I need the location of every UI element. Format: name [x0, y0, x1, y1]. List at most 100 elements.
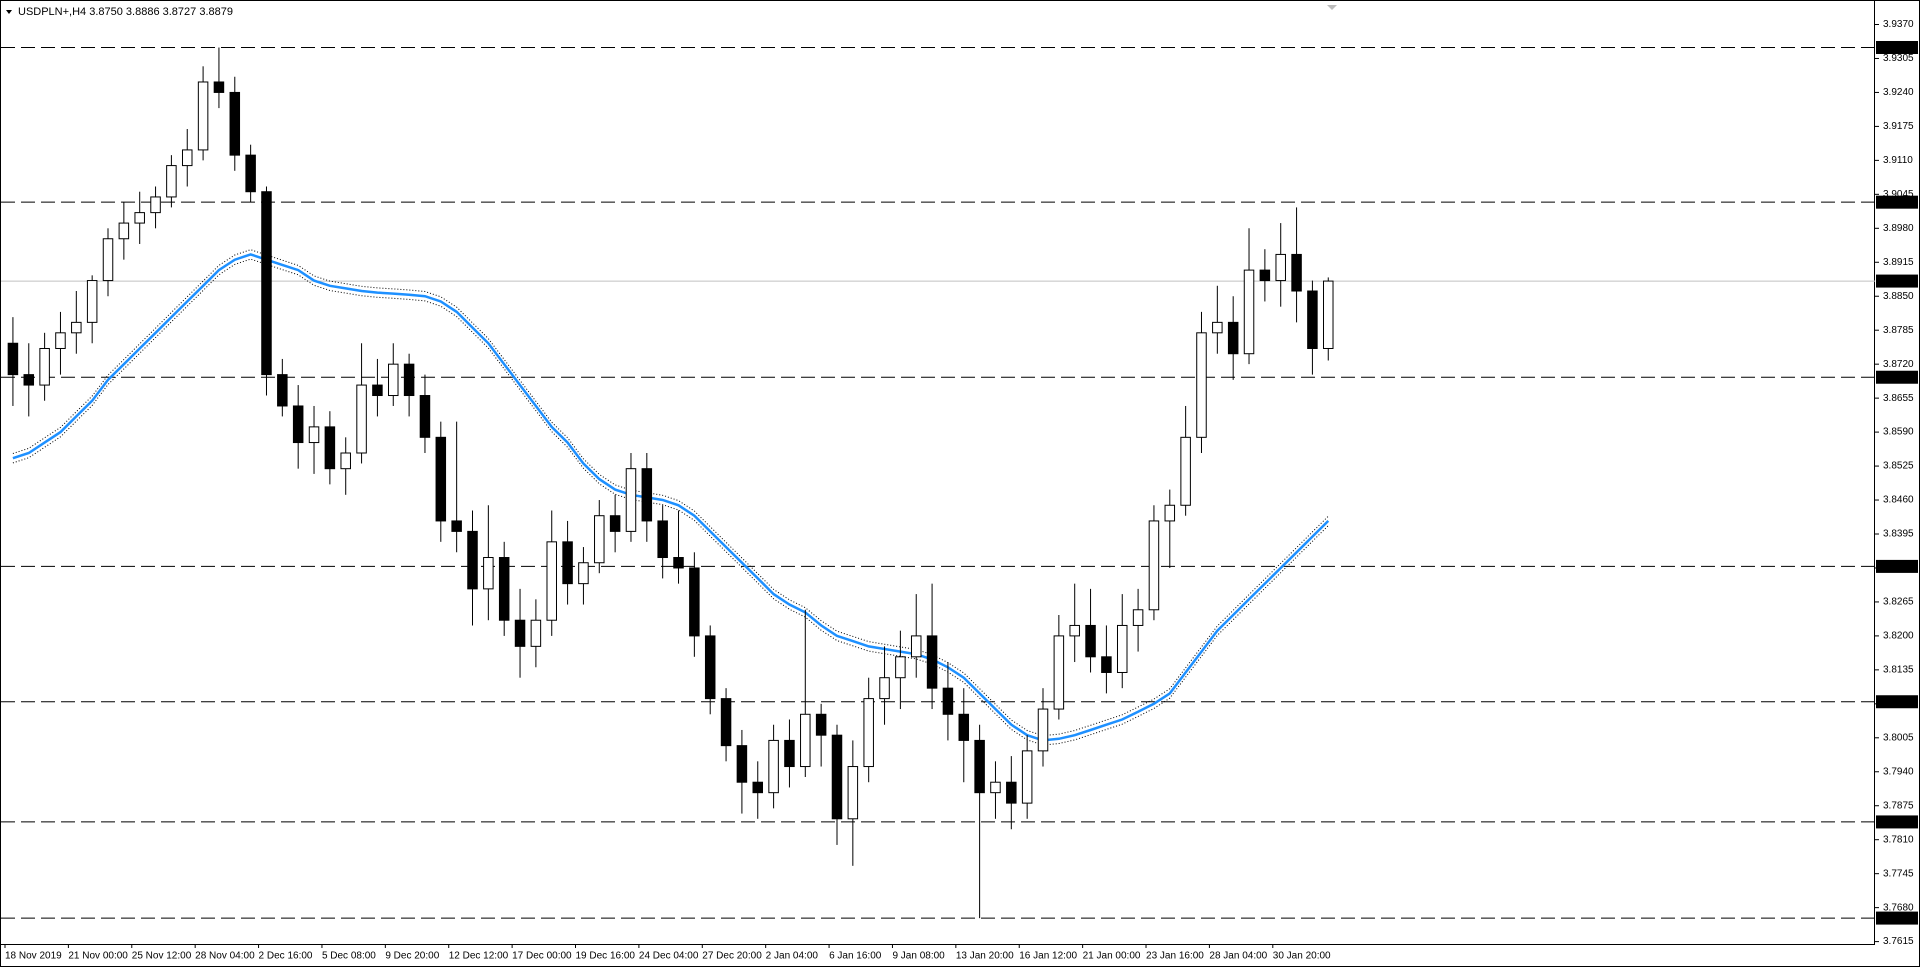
candle-body	[324, 426, 336, 470]
candle-body	[847, 766, 859, 820]
level-box	[1876, 559, 1918, 573]
candle-body	[1132, 609, 1144, 626]
x-tick-label: 28 Jan 04:00	[1209, 951, 1267, 962]
candle-body	[451, 520, 462, 532]
y-tick-label: 3.8655	[1883, 393, 1914, 404]
candle-body	[1164, 504, 1176, 522]
candle-body	[895, 656, 906, 679]
x-tick-label: 5 Dec 08:00	[322, 951, 376, 962]
level-box	[1876, 40, 1918, 54]
plot-border	[0, 0, 1875, 945]
candle-body	[55, 332, 66, 349]
y-tick-label: 3.8395	[1883, 529, 1914, 540]
candle-body	[926, 635, 938, 689]
level-label: 3.8333	[1883, 561, 1914, 572]
candle-body	[863, 698, 874, 768]
candle-body	[483, 557, 494, 590]
x-tick-label: 18 Nov 2019	[5, 951, 62, 962]
level-label: 3.9030	[1883, 197, 1914, 208]
x-tick-label: 25 Nov 12:00	[132, 951, 192, 962]
x-tick-label: 19 Dec 16:00	[576, 951, 636, 962]
level-label: 3.8695	[1883, 372, 1914, 383]
candle-body	[197, 81, 209, 151]
candle-body	[23, 374, 35, 386]
candle-body	[419, 395, 431, 438]
x-tick-label: 6 Jan 16:00	[829, 951, 882, 962]
candle-body	[308, 426, 320, 444]
candle-body	[958, 713, 970, 741]
x-tick-label: 9 Jan 08:00	[892, 951, 945, 962]
candle-body	[372, 384, 383, 397]
candle-body	[514, 619, 526, 647]
candle-body	[530, 619, 542, 647]
y-tick-label: 3.8005	[1883, 732, 1914, 743]
candle-body	[815, 713, 827, 736]
menu-arrow[interactable]	[6, 10, 12, 14]
ma-band	[12, 249, 1329, 737]
level-box	[1876, 370, 1918, 384]
x-tick-label: 13 Jan 20:00	[956, 951, 1014, 962]
y-tick-label: 3.9110	[1883, 155, 1913, 166]
candle-body	[1021, 750, 1033, 804]
candle-body	[39, 347, 50, 386]
candle-body	[1243, 269, 1255, 355]
candle-body	[879, 677, 890, 700]
candle-body	[942, 687, 954, 715]
y-tick-label: 3.8850	[1883, 291, 1914, 302]
candle-body	[657, 520, 668, 559]
y-tick-label: 3.8265	[1883, 597, 1914, 608]
level-box	[1876, 911, 1918, 925]
candle-body	[752, 781, 764, 794]
x-tick-label: 21 Nov 00:00	[68, 951, 128, 962]
candle-body	[974, 739, 985, 794]
level-label: 3.8074	[1883, 696, 1914, 707]
candle-body	[292, 405, 304, 444]
y-tick-label: 3.9305	[1883, 53, 1914, 64]
chart-header: USDPLN+,H4 3.8750 3.8886 3.8727 3.8879	[18, 6, 233, 18]
candle-body	[578, 562, 589, 585]
shift-marker	[1327, 5, 1337, 10]
x-tick-label: 23 Jan 16:00	[1146, 951, 1204, 962]
candle-body	[435, 436, 447, 522]
y-tick-label: 3.8590	[1883, 427, 1914, 438]
x-tick-label: 30 Jan 20:00	[1273, 951, 1331, 962]
candle-body	[356, 384, 367, 454]
candle-body	[245, 154, 256, 193]
x-tick-label: 2 Dec 16:00	[259, 951, 313, 962]
candle-body	[1069, 624, 1080, 637]
ma-band	[12, 258, 1329, 746]
x-tick-label: 21 Jan 00:00	[1083, 951, 1141, 962]
candle-body	[562, 541, 573, 585]
candle-body	[340, 452, 351, 470]
y-tick-label: 3.8915	[1883, 257, 1914, 268]
candle-body	[546, 541, 557, 621]
candle-body	[1196, 332, 1207, 438]
y-tick-label: 3.8785	[1883, 325, 1914, 336]
x-tick-label: 24 Dec 04:00	[639, 951, 699, 962]
level-label: 3.7660	[1883, 913, 1914, 924]
y-tick-label: 3.8980	[1883, 223, 1914, 234]
y-tick-label: 3.7875	[1883, 800, 1914, 811]
candle-body	[498, 557, 510, 621]
candle-body	[213, 81, 225, 93]
level-box	[1876, 695, 1918, 709]
candle-body	[831, 734, 843, 820]
y-tick-label: 3.9240	[1883, 87, 1914, 98]
candle-body	[1116, 624, 1128, 673]
candle-body	[1307, 290, 1318, 349]
candle-body	[704, 635, 716, 700]
level-box	[1876, 815, 1918, 829]
candle-body	[1275, 253, 1286, 282]
candle-body	[1101, 656, 1112, 673]
candle-body	[102, 238, 114, 282]
candle-body	[1227, 321, 1239, 355]
y-tick-label: 3.7615	[1883, 936, 1914, 947]
x-tick-label: 17 Dec 00:00	[512, 951, 572, 962]
candle-body	[1053, 635, 1065, 710]
y-tick-label: 3.8200	[1883, 631, 1914, 642]
x-tick-label: 9 Dec 20:00	[385, 951, 439, 962]
candle-body	[118, 222, 130, 240]
candle-body	[990, 781, 1001, 794]
